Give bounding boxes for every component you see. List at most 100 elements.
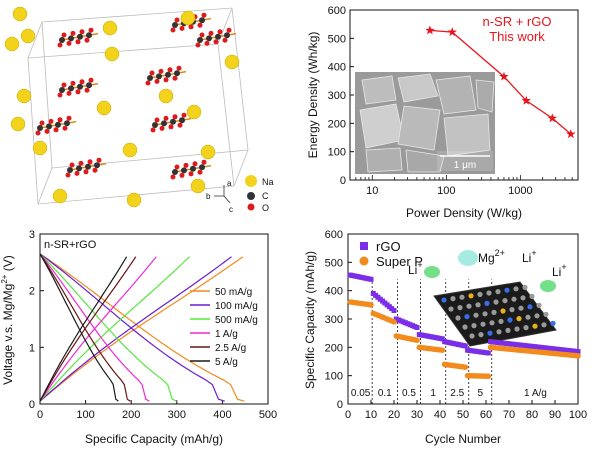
- oxygen-atom: [70, 80, 76, 86]
- charge-x-tick-label: 300: [168, 409, 186, 421]
- graphene-atom: [471, 323, 477, 329]
- carbon-atom: [55, 121, 61, 128]
- graphene-atom: [536, 302, 542, 308]
- graphene-atom: [496, 329, 502, 335]
- oxygen-atom: [195, 42, 201, 48]
- sodium-atom: [224, 54, 240, 70]
- graphene-atom: [484, 300, 490, 306]
- graphene-atom: [525, 314, 531, 320]
- ragone-data-point: [447, 27, 457, 37]
- graphene-atom: [462, 324, 468, 330]
- sodium-atom: [4, 36, 20, 52]
- carbon-atom: [86, 82, 92, 89]
- oxygen-atom: [174, 17, 180, 23]
- carbon-atom: [76, 165, 82, 172]
- ragone-x-tick-label: 10: [366, 185, 378, 197]
- graphene-atom: [491, 309, 497, 315]
- charge-y-tick-label: 1: [29, 342, 35, 354]
- oxygen-atom: [69, 162, 75, 168]
- oxygen-atom: [57, 42, 63, 48]
- oxygen-atom: [75, 89, 81, 95]
- carbon-atom: [179, 117, 185, 124]
- graphene-atom: [455, 315, 461, 321]
- sem-crystals: [359, 73, 495, 173]
- sodium-atom: [16, 88, 32, 104]
- charge-y-axis-label-main: Voltage v.s. Mg/Mg: [1, 284, 15, 385]
- oxygen-atom: [44, 128, 50, 134]
- unit-cell-box: [27, 7, 249, 205]
- cycling-x-tick-label: 50: [457, 409, 469, 421]
- charge-legend-label: 2.5 A/g: [215, 343, 246, 354]
- oxygen-atom: [172, 75, 178, 81]
- oxygen-atom: [78, 160, 84, 166]
- oxygen-atom: [57, 92, 63, 98]
- carbon-atom: [199, 17, 205, 24]
- legend-c-label: C: [262, 191, 269, 201]
- carbon-atom: [59, 87, 65, 93]
- legend-na-label: Na: [262, 177, 274, 187]
- cycling-point-Super P: [575, 353, 581, 359]
- graphene-atom: [459, 294, 465, 300]
- carbon-atom: [46, 123, 52, 130]
- li-ion-charge-left: +: [417, 260, 422, 270]
- graphene-atom: [482, 311, 488, 317]
- cycling-rate-label: 5: [477, 388, 483, 399]
- ragone-data-point: [566, 129, 576, 139]
- sodium-atom: [52, 188, 68, 204]
- charge-legend-label: 500 mA/g: [215, 315, 258, 326]
- oxygen-atom: [204, 40, 210, 46]
- oxygen-atom: [35, 130, 41, 136]
- discharge-curve-5: [39, 253, 119, 402]
- graphene-atom: [516, 316, 522, 322]
- ragone-x-axis-label: Power Density (W/kg): [406, 206, 522, 220]
- cycling-point-Super P: [391, 319, 397, 325]
- graphene-atom: [505, 327, 511, 333]
- mg-ion-label: Mg2+: [478, 248, 505, 265]
- cycling-legend-label: Super P: [376, 254, 423, 269]
- oxygen-atom: [66, 40, 72, 46]
- oxygen-atom: [75, 39, 81, 45]
- cycling-x-tick-label: 100: [569, 409, 587, 421]
- oxygen-atom: [62, 125, 68, 131]
- charge-x-tick-label: 100: [76, 409, 94, 421]
- carbon-atom: [64, 120, 70, 127]
- cycling-x-tick-label: 60: [480, 409, 492, 421]
- graphene-atom: [520, 295, 526, 301]
- oxygen-atom: [79, 79, 85, 85]
- oxygen-atom: [208, 30, 214, 36]
- carbon-atom: [147, 75, 153, 81]
- charge-discharge-chart: 0 1 2 3 0 100 200 300 400 500 50 mA/g 100 mA/g 500 …: [0, 229, 277, 446]
- discharge-curve-3: [39, 253, 150, 402]
- cycling-marks: [347, 272, 581, 380]
- carbon-atom: [68, 85, 74, 92]
- li-ion-symbol-top: Li: [522, 251, 531, 265]
- oxygen-atom: [65, 172, 71, 178]
- carbon-atom: [215, 33, 221, 40]
- cycling-point-rGO: [439, 336, 445, 342]
- mg-ion-charge: 2+: [495, 248, 505, 258]
- legend-c-atom: [247, 192, 255, 200]
- axis-a-label: a: [227, 179, 232, 188]
- carbon-atom: [199, 164, 205, 171]
- charge-curve-5: [39, 256, 128, 402]
- graphene-atom: [514, 326, 520, 332]
- carbon-atom: [174, 70, 180, 77]
- graphene-atom: [509, 307, 515, 313]
- carbon-atom: [165, 71, 171, 78]
- oxygen-atom: [92, 167, 98, 173]
- sodium-atom: [32, 140, 48, 156]
- oxygen-atom: [154, 78, 160, 84]
- discharge-curve-2: [39, 253, 178, 402]
- oxygen-atom: [172, 114, 178, 120]
- discharge-curve-1: [39, 253, 225, 402]
- oxygen-atom: [96, 157, 102, 163]
- charge-legend-label: 5 A/g: [215, 357, 238, 368]
- sodium-atom: [10, 116, 26, 132]
- charge-curve-0: [39, 256, 244, 402]
- carbon-atom: [224, 32, 230, 39]
- ragone-chart: 0 100 200 300 400 500 600 10 100 1000 1 μm n-SR +…: [306, 5, 579, 220]
- oxygen-atom: [167, 67, 173, 73]
- graphene-atom: [487, 330, 493, 336]
